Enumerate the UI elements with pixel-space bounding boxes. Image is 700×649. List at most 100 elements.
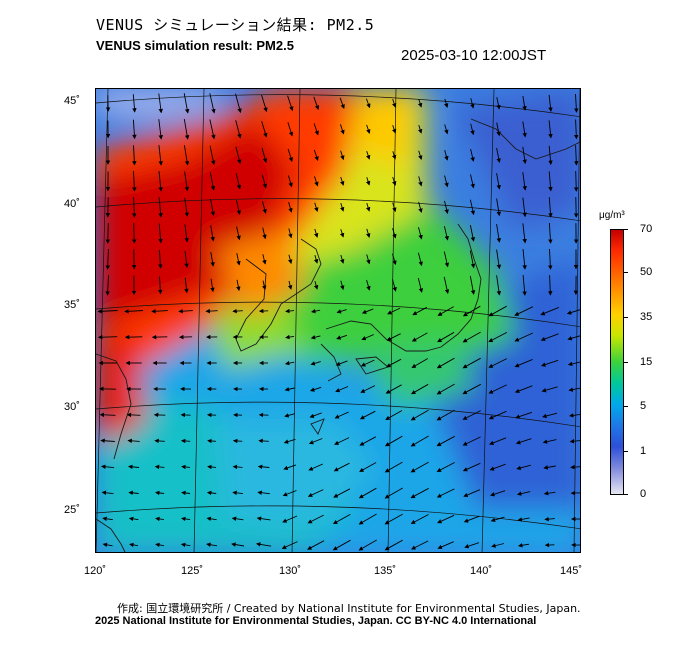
wind-arrow [339,229,345,238]
wind-arrow [384,513,403,525]
colorbar-tick [624,362,628,363]
wind-arrow [339,124,345,135]
wind-arrow [235,120,242,139]
wind-arrow [361,308,374,314]
wind-arrow [313,149,319,161]
wind-arrow [332,514,351,525]
wind-arrow [281,541,298,549]
wind-arrow [387,307,401,315]
wind-arrow [548,145,553,166]
wind-arrow [522,121,527,138]
wind-arrow [522,223,527,244]
wind-arrow [210,278,215,293]
wind-arrow [411,358,429,368]
wind-arrow [288,254,293,265]
wind-arrow [522,96,527,111]
wind-arrow [261,121,268,138]
wind-arrow [257,490,270,495]
wind-arrow [365,98,371,109]
wind-arrow [384,487,403,499]
wind-arrow [496,275,502,296]
wind-arrow [567,361,580,367]
wind-arrow [542,439,557,444]
wind-arrow [418,150,423,161]
wind-arrow [155,490,165,496]
wind-arrow [361,334,374,341]
wind-arrow [335,360,348,366]
wind-arrow [384,435,403,447]
wind-arrow [310,361,321,366]
wind-arrow [469,275,476,295]
wind-arrow [548,248,553,270]
wind-arrow [462,383,482,395]
colorbar-tick [624,317,628,318]
wind-arrow [127,438,140,444]
wind-arrow [541,359,559,367]
wind-arrow [124,309,143,314]
wind-arrow [516,491,531,496]
colorbar-label: 15 [640,356,653,368]
wind-arrow [236,279,241,292]
wind-arrow [284,387,295,392]
wind-arrow [235,146,242,165]
colorbar-label: 0 [640,488,647,500]
wind-arrow [410,487,429,499]
wind-arrow [366,254,371,265]
wind-arrow [262,280,267,291]
wind-arrow [358,513,377,525]
wind-arrow [360,359,375,367]
wind-arrow [231,516,244,521]
wind-arrow [360,385,376,393]
wind-arrow [462,331,481,343]
wind-arrow [496,198,502,217]
wind-arrow [232,438,243,444]
wind-arrow [488,410,507,420]
wind-arrow [284,360,295,366]
wind-arrow [543,465,556,470]
wind-arrow [183,145,190,166]
wind-arrow [209,119,216,140]
wind-arrow [540,306,559,316]
wind-arrow [287,95,294,112]
wind-arrow [258,438,269,444]
wind-arrow [340,254,345,264]
wind-arrow [392,202,397,213]
wind-arrow [443,251,450,268]
wind-arrow [469,225,476,242]
wind-arrow [206,516,217,522]
wind-arrow [128,490,139,496]
lat-label-30: 30˚ [64,401,80,413]
wind-arrow [132,119,137,140]
wind-arrow [436,383,455,395]
colorbar-label: 35 [640,311,653,323]
wind-arrow [522,197,527,218]
wind-arrow [100,438,115,444]
colorbar-tick [624,451,628,452]
wind-arrow [158,93,163,114]
wind-arrow [183,119,190,140]
wind-arrow [444,98,449,108]
wind-arrow [391,151,397,160]
wind-arrow [443,276,450,294]
wind-arrow [158,119,163,140]
wind-arrow [436,435,455,447]
wind-arrow [314,176,319,187]
wind-arrow [284,413,296,418]
wind-arrow [366,150,371,160]
concentration-field [96,89,580,552]
wind-arrow [418,227,423,240]
wind-arrow [410,461,429,473]
wind-arrow [151,308,168,314]
wind-arrow [566,309,580,315]
wind-arrow [154,438,165,444]
wind-arrow [126,412,141,418]
wind-arrow [384,461,403,473]
wind-arrow [235,93,242,114]
wind-arrow [235,199,242,215]
wind-arrow [155,516,165,522]
wind-arrow [261,147,268,164]
wind-arrow [418,176,423,187]
wind-arrow [470,123,475,136]
colorbar [610,229,624,495]
wind-arrow [311,308,321,314]
